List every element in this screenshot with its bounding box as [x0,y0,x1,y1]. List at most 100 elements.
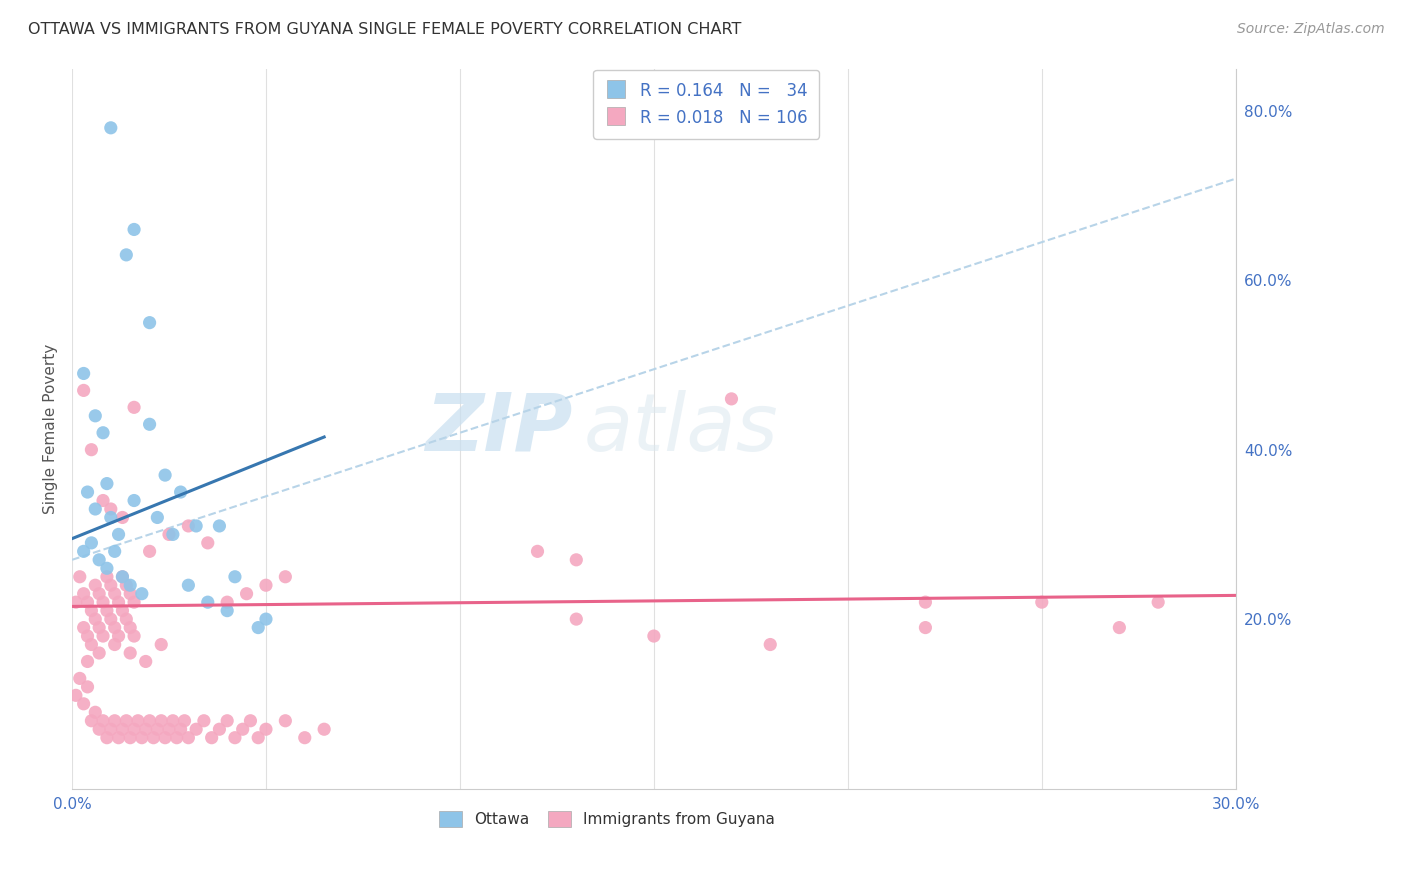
Point [91,714,114,728]
Point [89,723,111,737]
Y-axis label: Single Female Poverty: Single Female Poverty [44,343,58,514]
Point [177,578,200,592]
Point [96,604,118,618]
Point [76,655,98,669]
Point [232,723,254,737]
Point [111,570,134,584]
Point [72,367,94,381]
Point [186,723,208,737]
Point [217,595,239,609]
Point [115,714,138,728]
Point [759,638,782,652]
Point [80,604,103,618]
Text: OTTAWA VS IMMIGRANTS FROM GUYANA SINGLE FEMALE POVERTY CORRELATION CHART: OTTAWA VS IMMIGRANTS FROM GUYANA SINGLE … [28,22,741,37]
Point [72,697,94,711]
Point [100,502,122,516]
Point [224,570,246,584]
Point [91,595,114,609]
Point [122,401,145,415]
Point [72,384,94,398]
Point [115,612,138,626]
Point [104,638,127,652]
Point [138,417,160,432]
Point [84,706,107,720]
Point [914,621,936,635]
Point [100,510,122,524]
Point [80,638,103,652]
Point [173,714,195,728]
Point [80,714,103,728]
Point [217,604,239,618]
Point [138,316,160,330]
Point [72,587,94,601]
Point [643,629,665,643]
Point [91,629,114,643]
Point [100,120,122,135]
Point [122,493,145,508]
Point [122,629,145,643]
Point [76,595,98,609]
Point [84,578,107,592]
Point [201,731,224,745]
Point [107,527,129,541]
Point [254,612,277,626]
Point [177,519,200,533]
Point [254,723,277,737]
Point [153,731,176,745]
Point [84,409,107,423]
Point [80,536,103,550]
Point [1147,595,1170,609]
Point [239,714,262,728]
Point [193,714,215,728]
Point [100,612,122,626]
Point [208,519,231,533]
Point [65,689,87,703]
Point [157,723,180,737]
Point [120,621,142,635]
Point [235,587,257,601]
Point [197,595,219,609]
Point [565,612,588,626]
Point [254,578,277,592]
Point [565,553,588,567]
Point [135,655,157,669]
Point [157,527,180,541]
Text: Source: ZipAtlas.com: Source: ZipAtlas.com [1237,22,1385,37]
Point [84,502,107,516]
Point [115,248,138,262]
Point [107,595,129,609]
Point [247,731,270,745]
Point [104,714,127,728]
Point [104,544,127,558]
Point [69,570,91,584]
Point [135,723,157,737]
Point [89,587,111,601]
Point [197,536,219,550]
Point [84,612,107,626]
Point [69,672,91,686]
Point [120,731,142,745]
Point [76,629,98,643]
Point [96,476,118,491]
Point [100,723,122,737]
Point [89,621,111,635]
Point [111,510,134,524]
Point [89,646,111,660]
Point [120,587,142,601]
Point [76,680,98,694]
Point [169,485,191,500]
Point [127,714,149,728]
Point [177,731,200,745]
Point [186,519,208,533]
Point [274,570,297,584]
Point [131,731,153,745]
Point [146,723,169,737]
Point [107,731,129,745]
Point [162,714,184,728]
Point [150,714,173,728]
Point [91,493,114,508]
Point [122,723,145,737]
Point [166,731,188,745]
Point [169,723,191,737]
Point [1031,595,1053,609]
